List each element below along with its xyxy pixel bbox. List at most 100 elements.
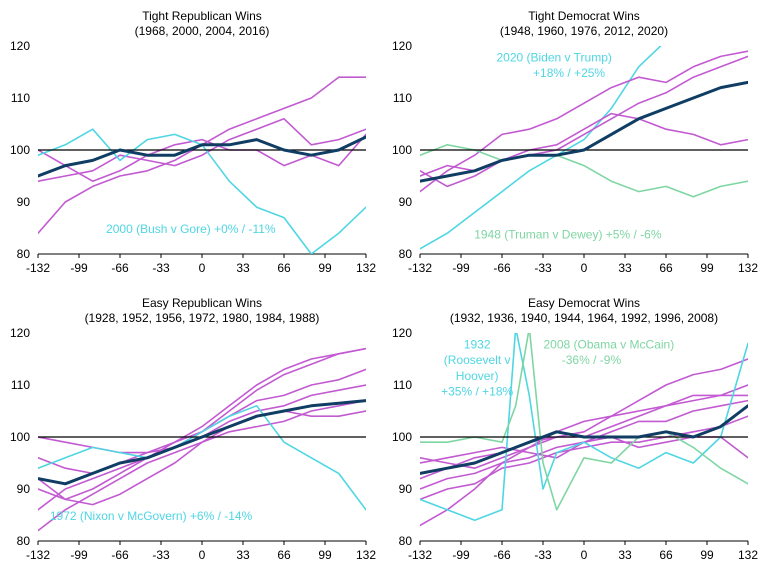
x-tick-label: 132 bbox=[356, 548, 376, 562]
chart-title: Tight Republican Wins bbox=[142, 9, 262, 23]
chart-panel-3: Easy Republican Wins(1928, 1952, 1956, 1… bbox=[10, 296, 376, 562]
x-tick-label: 0 bbox=[581, 548, 588, 562]
x-tick-label: -33 bbox=[534, 261, 552, 275]
average-line bbox=[38, 399, 366, 486]
x-tick-label: -132 bbox=[408, 261, 432, 275]
annotation-label: (Roosevelt v bbox=[444, 353, 511, 367]
y-tick-label: 90 bbox=[17, 195, 31, 209]
x-tick-label: -132 bbox=[26, 548, 50, 562]
series-line bbox=[38, 347, 366, 475]
chart-panel-2: Tight Democrat Wins(1948, 1960, 1976, 20… bbox=[392, 9, 758, 275]
y-tick-label: 100 bbox=[392, 430, 412, 444]
chart-title: Easy Democrat Wins bbox=[528, 296, 640, 310]
series-line bbox=[38, 118, 366, 182]
annotation-label: +35% / +18% bbox=[441, 384, 513, 398]
series-line bbox=[38, 404, 366, 511]
chart-title: Tight Democrat Wins bbox=[528, 9, 640, 23]
series-line bbox=[420, 112, 748, 188]
y-tick-label: 120 bbox=[392, 326, 412, 340]
x-tick-label: 99 bbox=[700, 548, 714, 562]
annotation-label: Hoover) bbox=[456, 369, 499, 383]
x-tick-label: -99 bbox=[452, 261, 470, 275]
x-tick-label: -33 bbox=[152, 548, 170, 562]
x-tick-label: 66 bbox=[659, 548, 673, 562]
series-line bbox=[38, 133, 366, 182]
y-tick-label: 90 bbox=[399, 195, 413, 209]
y-tick-label: 110 bbox=[11, 378, 30, 392]
chart-panel-1: Tight Republican Wins(1968, 2000, 2004, … bbox=[10, 9, 376, 275]
plot-area bbox=[420, 46, 748, 250]
x-tick-label: -66 bbox=[493, 548, 511, 562]
average-line bbox=[38, 135, 366, 178]
y-tick-label: 80 bbox=[17, 534, 31, 548]
series-line bbox=[420, 394, 748, 470]
plot-area bbox=[420, 333, 748, 527]
annotation-label: 2020 (Biden v Trump) bbox=[496, 51, 611, 65]
y-tick-label: 100 bbox=[392, 143, 412, 157]
series-line bbox=[420, 50, 748, 193]
x-tick-label: -66 bbox=[111, 261, 129, 275]
y-tick-label: 100 bbox=[10, 430, 30, 444]
x-tick-label: 0 bbox=[199, 548, 206, 562]
y-tick-label: 120 bbox=[392, 39, 412, 53]
x-tick-label: -99 bbox=[70, 261, 88, 275]
x-tick-label: 99 bbox=[318, 548, 332, 562]
x-tick-label: -66 bbox=[493, 261, 511, 275]
annotation-label: -36% / -9% bbox=[562, 353, 622, 367]
series-line bbox=[420, 415, 748, 501]
chart-subtitle: (1932, 1936, 1940, 1944, 1964, 1992, 199… bbox=[450, 311, 718, 325]
x-tick-label: -99 bbox=[70, 548, 88, 562]
x-tick-label: -99 bbox=[452, 548, 470, 562]
x-tick-label: -33 bbox=[152, 261, 170, 275]
x-tick-label: 99 bbox=[700, 261, 714, 275]
y-tick-label: 120 bbox=[10, 326, 30, 340]
x-tick-label: -66 bbox=[111, 548, 129, 562]
x-tick-label: 66 bbox=[659, 261, 673, 275]
y-tick-label: 80 bbox=[17, 247, 31, 261]
series-line bbox=[420, 333, 748, 522]
x-tick-label: 33 bbox=[618, 548, 632, 562]
annotation-label: 1948 (Truman v Dewey) +5% / -6% bbox=[474, 227, 662, 241]
series-line bbox=[38, 368, 366, 454]
chart-title: Easy Republican Wins bbox=[142, 296, 262, 310]
x-tick-label: 66 bbox=[277, 548, 291, 562]
y-tick-label: 110 bbox=[393, 91, 412, 105]
y-tick-label: 80 bbox=[399, 534, 413, 548]
x-tick-label: -33 bbox=[534, 548, 552, 562]
x-tick-label: 33 bbox=[618, 261, 632, 275]
plot-area bbox=[38, 76, 366, 254]
series-line bbox=[420, 358, 748, 527]
y-tick-label: 110 bbox=[393, 378, 412, 392]
annotation-label: 1932 bbox=[464, 338, 491, 352]
series-line bbox=[420, 399, 748, 490]
plot-area bbox=[38, 347, 366, 532]
x-tick-label: 132 bbox=[738, 548, 758, 562]
y-tick-label: 100 bbox=[10, 143, 30, 157]
x-tick-label: 132 bbox=[738, 261, 758, 275]
y-tick-label: 80 bbox=[399, 247, 413, 261]
series-line bbox=[420, 333, 748, 511]
x-tick-label: 99 bbox=[318, 261, 332, 275]
annotation-label: 2008 (Obama v McCain) bbox=[543, 338, 674, 352]
x-tick-label: 132 bbox=[356, 261, 376, 275]
annotation-label: 2000 (Bush v Gore) +0% / -11% bbox=[106, 222, 276, 236]
x-tick-label: 0 bbox=[199, 261, 206, 275]
x-tick-label: -132 bbox=[408, 548, 432, 562]
series-line bbox=[420, 46, 662, 250]
x-tick-label: 0 bbox=[581, 261, 588, 275]
average-line bbox=[420, 404, 748, 475]
chart-panel-4: Easy Democrat Wins(1932, 1936, 1940, 194… bbox=[392, 296, 758, 562]
annotation-label: +18% / +25% bbox=[533, 66, 605, 80]
x-tick-label: 66 bbox=[277, 261, 291, 275]
series-line bbox=[38, 410, 366, 506]
x-tick-label: -132 bbox=[26, 261, 50, 275]
chart-subtitle: (1968, 2000, 2004, 2016) bbox=[135, 24, 270, 38]
x-tick-label: 33 bbox=[236, 261, 250, 275]
y-tick-label: 120 bbox=[10, 39, 30, 53]
y-tick-label: 90 bbox=[399, 482, 413, 496]
annotation-label: 1972 (Nixon v McGovern) +6% / -14% bbox=[50, 509, 253, 523]
chart-subtitle: (1948, 1960, 1976, 2012, 2020) bbox=[500, 24, 668, 38]
y-tick-label: 110 bbox=[11, 91, 30, 105]
